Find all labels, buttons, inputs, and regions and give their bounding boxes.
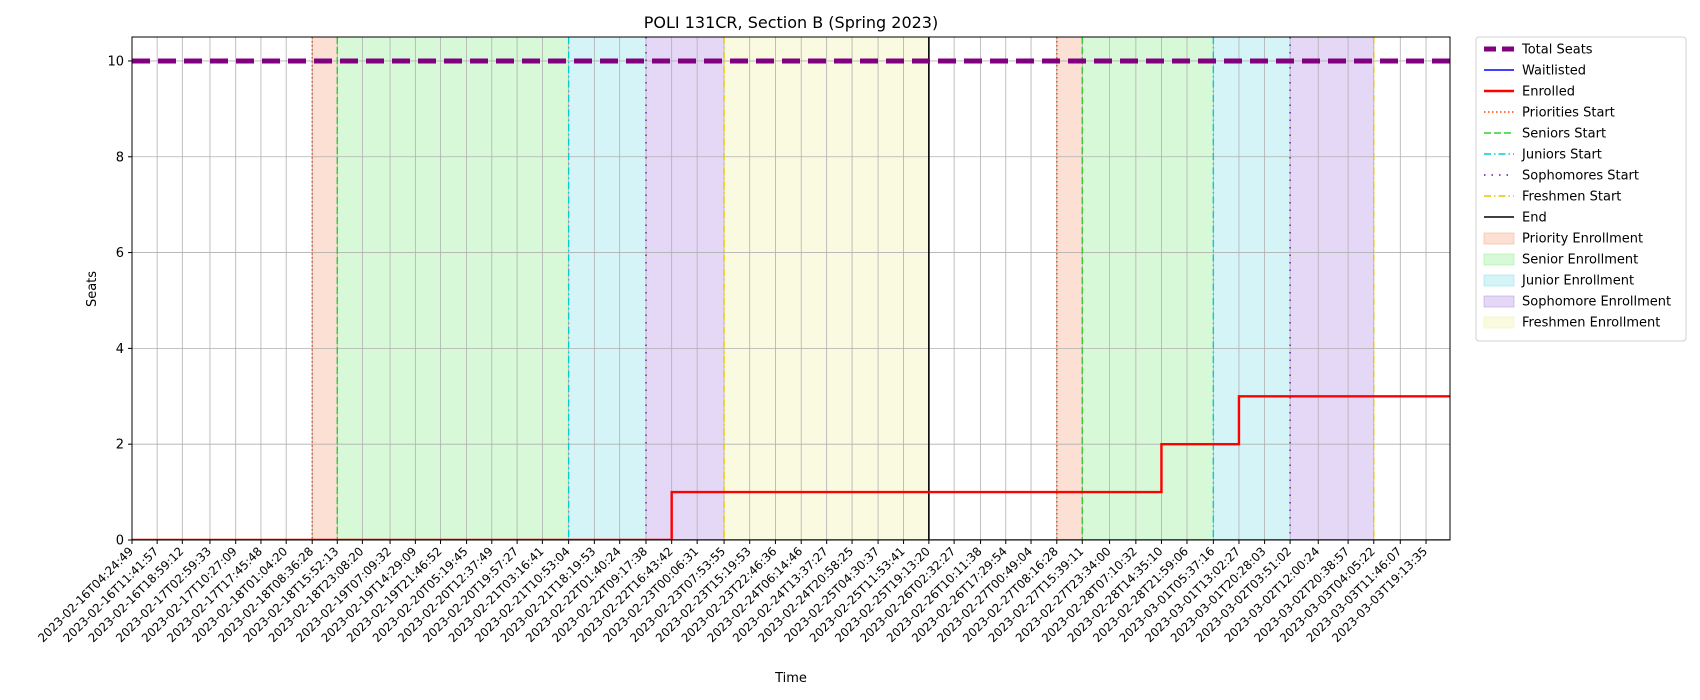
period-start-lines [311, 37, 1375, 540]
y-axis: 0 2 4 6 8 10 [107, 54, 132, 549]
legend-label-priorities-start: Priorities Start [1522, 106, 1615, 121]
legend-label-junior-enrollment: Junior Enrollment [1521, 274, 1634, 289]
legend-label-sophomore-enrollment: Sophomore Enrollment [1522, 295, 1671, 310]
y-tick-label-0: 0 [116, 534, 124, 549]
legend-label-sophomores-start: Sophomores Start [1522, 169, 1639, 184]
y-tick-label-4: 8 [116, 150, 124, 165]
legend-swatch-sophomore-enrollment [1483, 295, 1515, 308]
y-tick-label-2: 4 [116, 342, 124, 357]
y-tick-label-3: 6 [116, 246, 124, 261]
legend-label-priority-enrollment: Priority Enrollment [1522, 232, 1643, 247]
legend-swatch-junior-enrollment [1483, 274, 1515, 287]
legend-label-juniors-start: Juniors Start [1521, 148, 1602, 163]
sophomore-enrollment-region-0 [646, 37, 725, 540]
enrolled-series-line [132, 395, 1450, 540]
junior-enrollment-region-0 [568, 37, 647, 540]
legend: Total Seats Waitlisted Enrolled Priorities … [1475, 36, 1687, 342]
junior-enrollment-region-1 [1213, 37, 1291, 540]
legend-swatch-freshmen-enrollment [1483, 316, 1515, 329]
enrollment-period-shading [312, 37, 1374, 540]
legend-label-waitlisted: Waitlisted [1522, 64, 1586, 79]
legend-label-senior-enrollment: Senior Enrollment [1522, 253, 1638, 268]
data-series [132, 58, 1450, 540]
legend-label-freshmen-start: Freshmen Start [1522, 190, 1621, 205]
legend-label-end: End [1522, 211, 1547, 226]
y-tick-label-1: 2 [116, 438, 124, 453]
priority-enrollment-region-1 [1056, 37, 1083, 540]
senior-enrollment-region-0 [337, 37, 569, 540]
priority-enrollment-region-0 [312, 37, 338, 540]
legend-label-freshmen-enrollment: Freshmen Enrollment [1522, 316, 1660, 331]
chart-title: POLI 131CR, Section B (Spring 2023) [644, 13, 938, 32]
legend-swatch-senior-enrollment [1483, 253, 1515, 266]
x-axis-label: Time [774, 671, 807, 686]
sophomore-enrollment-region-1 [1290, 37, 1374, 540]
legend-label-enrolled: Enrolled [1522, 85, 1575, 100]
x-axis: 2023-02-16T04:24:492023-02-16T11:41:5720… [35, 540, 1430, 645]
legend-box [1475, 36, 1687, 342]
plot-area-frame [131, 36, 1451, 541]
y-tick-label-5: 10 [107, 54, 124, 69]
legend-label-seniors-start: Seniors Start [1522, 127, 1606, 142]
y-axis-label: Seats [85, 271, 100, 307]
legend-swatch-priority-enrollment [1483, 232, 1515, 245]
legend-label-total-seats: Total Seats [1521, 43, 1593, 58]
senior-enrollment-region-1 [1082, 37, 1214, 540]
